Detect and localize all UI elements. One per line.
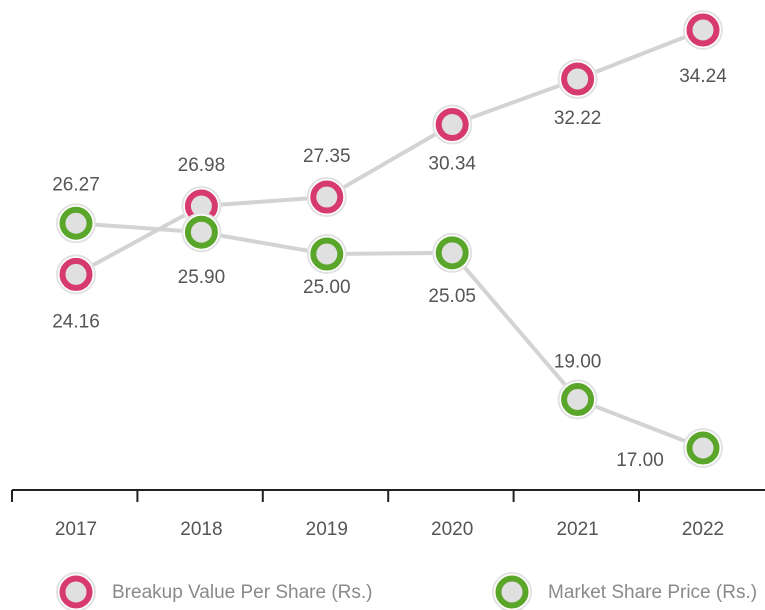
legend-label: Market Share Price (Rs.) (548, 582, 757, 603)
x-tick-label: 2020 (431, 519, 473, 540)
data-label: 25.90 (178, 267, 226, 288)
point-marker (683, 10, 723, 50)
data-label: 17.00 (616, 450, 664, 471)
point-marker (683, 428, 723, 468)
marker-ring (686, 13, 720, 47)
data-label: 26.27 (52, 174, 100, 195)
point-marker (432, 232, 473, 273)
marker-ring (435, 236, 469, 270)
x-tick-label: 2017 (55, 519, 97, 540)
series-line (75, 28, 704, 277)
marker-ring (310, 237, 344, 271)
legend: Breakup Value Per Share (Rs.) Market Shar… (56, 572, 757, 610)
x-tick-label: 2022 (682, 519, 724, 540)
legend-label: Breakup Value Per Share (Rs.) (112, 582, 373, 603)
point-marker (56, 254, 96, 295)
data-label: 34.24 (679, 66, 727, 87)
marker-ring (686, 431, 720, 465)
point-marker (432, 104, 473, 145)
data-label: 32.22 (554, 108, 602, 129)
data-label: 19.00 (554, 352, 602, 373)
marker-ring (310, 180, 344, 214)
point-marker (306, 177, 347, 218)
data-label: 27.35 (303, 146, 351, 167)
point-marker (56, 203, 96, 244)
marker-ring (561, 62, 595, 96)
point-marker (181, 212, 222, 253)
marker-ring (59, 257, 93, 291)
data-label: 25.05 (428, 286, 476, 307)
marker-ring (435, 108, 469, 142)
point-marker (306, 234, 347, 275)
marker-ring (561, 383, 595, 417)
x-tick-label: 2019 (306, 519, 348, 540)
data-label: 24.16 (52, 311, 100, 332)
legend-swatch (495, 575, 529, 609)
series-line (75, 221, 704, 450)
legend-swatch (59, 575, 93, 609)
data-label: 25.00 (303, 277, 351, 298)
data-label: 26.98 (178, 155, 226, 176)
data-label: 30.34 (428, 154, 476, 175)
point-marker (557, 379, 598, 420)
marker-ring (59, 206, 93, 240)
x-tick-label: 2021 (556, 519, 598, 540)
marker-ring (184, 215, 218, 249)
x-tick-label: 2018 (180, 519, 222, 540)
point-marker (557, 58, 598, 99)
